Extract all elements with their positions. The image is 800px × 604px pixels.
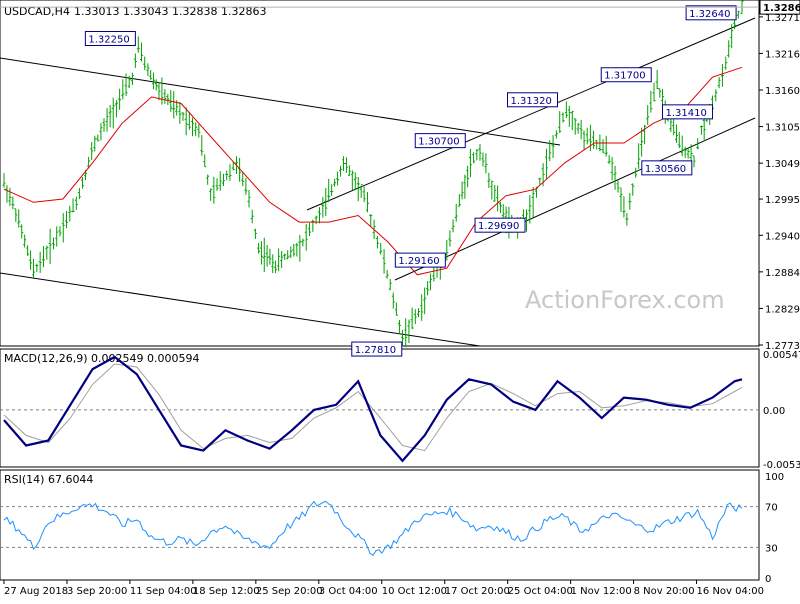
rsi-tick-label: 0 [765, 574, 771, 585]
price-label: 1.29690 [478, 221, 519, 232]
price-tick-label: 1.30495 [765, 159, 800, 170]
price-tick-label: 1.29400 [765, 231, 800, 242]
price-label: 1.30560 [645, 164, 686, 175]
x-tick-label: 8 Nov 20:00 [634, 586, 695, 597]
ascending-channel-top [306, 17, 756, 211]
macd-series: 0.005478 0.00 -0.005314 [0, 350, 800, 471]
moving-average [3, 66, 743, 276]
macd-tick-label: -0.005314 [763, 460, 800, 471]
rsi-tick-label: 70 [765, 503, 778, 514]
price-label: 1.31410 [665, 108, 706, 119]
x-tick-label: 1 Nov 12:00 [571, 586, 632, 597]
macd-tick-label: 0.00 [763, 406, 785, 417]
rsi-tick-label: 100 [765, 472, 784, 483]
price-label: 1.32640 [689, 9, 730, 20]
macd-tick-label: 0.005478 [763, 350, 800, 361]
price-label-box [507, 92, 558, 108]
price-label-box [351, 341, 403, 357]
price-label-box [414, 133, 466, 149]
ohlc-header: 1.33013 1.33043 1.32838 1.32863 [74, 5, 266, 18]
price-tick-label: 1.28845 [765, 268, 800, 279]
rsi-panel [0, 469, 760, 581]
price-label-box [600, 67, 652, 83]
last-price: 1.32863 [0, 0, 800, 15]
trend-channels [0, 17, 756, 347]
price-label-box [474, 217, 526, 233]
price-tick-label: 1.31605 [765, 86, 800, 97]
price-tick-label: 1.28290 [765, 304, 800, 315]
macd-signal-line [3, 363, 743, 452]
rsi-header: RSI(14) 67.6044 [4, 473, 93, 486]
price-label-box [661, 104, 713, 120]
descending-channel-top [0, 57, 561, 146]
price-axis: 1.332701.327151.321601.316051.310501.304… [759, 13, 800, 352]
macd-line [3, 355, 743, 463]
price-label-box [394, 252, 446, 268]
price-tick-label: 1.31050 [765, 123, 800, 134]
last-price-box [759, 0, 800, 15]
x-tick-label: 10 Oct 12:00 [382, 586, 447, 597]
price-tick-label: 1.32715 [765, 13, 800, 24]
ascending-channel-bottom [394, 117, 756, 281]
x-tick-label: 3 Sep 20:00 [67, 586, 127, 597]
x-tick-label: 25 Sep 20:00 [256, 586, 323, 597]
price-label: 1.31320 [511, 96, 552, 107]
price-tick-label: 1.32160 [765, 49, 800, 60]
price-labels: 1.32250 1.30700 1.31320 1.31700 1.32640 1.278… [84, 5, 737, 357]
rsi-line [3, 500, 743, 556]
x-tick-label: 3 Oct 04:00 [319, 586, 378, 597]
price-label-box [641, 160, 693, 176]
x-tick-label: 16 Nov 04:00 [697, 586, 764, 597]
price-label-box [84, 31, 136, 47]
last-price-label: 1.32863 [763, 3, 800, 14]
price-label: 1.29160 [398, 256, 439, 267]
macd-panel [0, 348, 760, 468]
descending-channel-bottom [0, 272, 481, 347]
price-tick-label: 1.29950 [765, 195, 800, 206]
watermark: ActionForex.com [525, 286, 725, 314]
price-label: 1.30700 [418, 137, 459, 148]
price-label: 1.32250 [88, 35, 129, 46]
instrument-title: USDCAD,H4 [4, 5, 70, 18]
rsi-series: 100 70 30 0 [0, 472, 784, 585]
macd-header: MACD(12,26,9) 0.002549 0.000594 [4, 352, 200, 365]
x-tick-label: 18 Sep 12:00 [193, 586, 260, 597]
price-label-box [685, 5, 737, 21]
price-tick-label: 1.27735 [765, 341, 800, 352]
x-tick-label: 11 Sep 04:00 [130, 586, 197, 597]
price-label: 1.27810 [355, 345, 396, 356]
x-tick-label: 17 Oct 20:00 [445, 586, 510, 597]
x-tick-label: 25 Oct 04:00 [508, 586, 573, 597]
price-label: 1.31700 [604, 71, 645, 82]
x-tick-label: 27 Aug 2018 [4, 586, 68, 597]
ma-line [3, 66, 743, 276]
rsi-tick-label: 30 [765, 543, 778, 554]
